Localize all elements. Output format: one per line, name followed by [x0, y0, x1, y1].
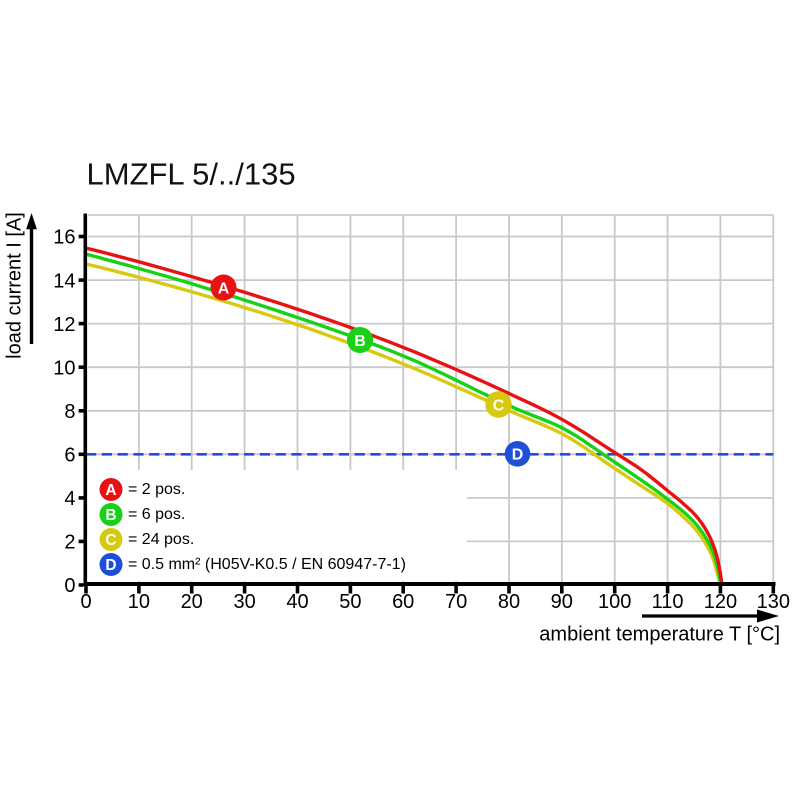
svg-text:14: 14 — [53, 270, 75, 292]
svg-text:6: 6 — [64, 445, 75, 467]
svg-text:16: 16 — [53, 227, 75, 249]
svg-text:B: B — [354, 333, 366, 350]
svg-text:120: 120 — [704, 591, 737, 613]
svg-text:0: 0 — [80, 591, 91, 613]
svg-text:0: 0 — [64, 575, 75, 597]
svg-text:70: 70 — [445, 591, 467, 613]
svg-text:100: 100 — [598, 591, 631, 613]
svg-text:2: 2 — [64, 532, 75, 554]
svg-text:C: C — [105, 532, 116, 549]
svg-text:C: C — [493, 397, 505, 414]
svg-text:110: 110 — [652, 591, 684, 613]
svg-text:130: 130 — [757, 591, 790, 613]
svg-text:load current I [A]: load current I [A] — [4, 212, 26, 359]
svg-text:= 0.5 mm² (H05V-K0.5 / EN 6094: = 0.5 mm² (H05V-K0.5 / EN 60947-7-1) — [128, 556, 406, 573]
svg-text:8: 8 — [64, 401, 75, 423]
svg-text:90: 90 — [551, 591, 573, 613]
svg-text:A: A — [218, 280, 230, 297]
svg-text:50: 50 — [339, 591, 361, 613]
svg-text:10: 10 — [128, 591, 150, 613]
svg-text:ambient temperature T [°C]: ambient temperature T [°C] — [539, 624, 780, 646]
svg-text:20: 20 — [181, 591, 203, 613]
svg-text:B: B — [105, 507, 116, 524]
svg-text:= 24 pos.: = 24 pos. — [128, 531, 194, 548]
svg-text:12: 12 — [53, 314, 75, 336]
svg-text:= 6 pos.: = 6 pos. — [128, 506, 185, 523]
svg-text:10: 10 — [53, 357, 75, 379]
svg-text:A: A — [105, 482, 116, 499]
svg-text:4: 4 — [64, 488, 75, 510]
svg-text:60: 60 — [392, 591, 414, 613]
svg-text:80: 80 — [498, 591, 520, 613]
svg-text:40: 40 — [286, 591, 308, 613]
svg-text:30: 30 — [233, 591, 255, 613]
svg-text:D: D — [105, 557, 116, 574]
svg-text:D: D — [512, 447, 524, 464]
svg-text:= 2 pos.: = 2 pos. — [128, 481, 185, 498]
svg-text:LMZFL 5/../135: LMZFL 5/../135 — [87, 157, 296, 192]
